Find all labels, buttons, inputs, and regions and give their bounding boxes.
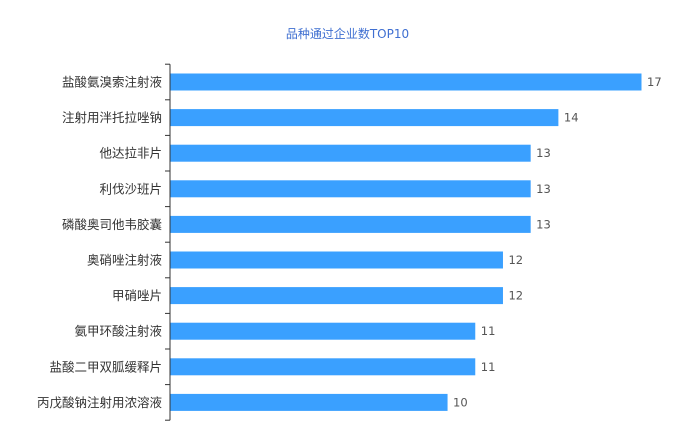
bar[interactable] xyxy=(170,322,476,340)
category-label: 盐酸二甲双胍缓释片 xyxy=(49,359,162,374)
category-label: 他达拉非片 xyxy=(99,146,162,161)
bar[interactable] xyxy=(170,144,531,162)
value-label: 17 xyxy=(647,75,662,89)
bar[interactable] xyxy=(170,393,448,411)
value-label: 12 xyxy=(508,253,523,267)
category-label: 奥硝唑注射液 xyxy=(87,253,163,268)
category-label: 丙戊酸钠注射用浓溶液 xyxy=(37,395,163,410)
bar[interactable] xyxy=(170,73,642,91)
value-label: 13 xyxy=(536,146,551,160)
bar[interactable] xyxy=(170,109,559,127)
bar[interactable] xyxy=(170,287,503,305)
value-label: 12 xyxy=(508,289,523,303)
category-label: 注射用泮托拉唑钠 xyxy=(62,110,162,125)
category-label: 甲硝唑片 xyxy=(112,288,162,303)
chart-title: 品种通过企业数TOP10 xyxy=(285,27,410,41)
value-label: 10 xyxy=(453,395,468,409)
bar[interactable] xyxy=(170,215,531,233)
value-label: 11 xyxy=(481,360,496,374)
bar[interactable] xyxy=(170,358,476,376)
value-label: 11 xyxy=(481,324,496,338)
value-label: 14 xyxy=(564,111,579,125)
value-label: 13 xyxy=(536,217,551,231)
value-label: 13 xyxy=(536,182,551,196)
category-label: 磷酸奥司他韦胶囊 xyxy=(62,217,162,232)
bar[interactable] xyxy=(170,180,531,198)
category-label: 利伐沙班片 xyxy=(99,181,162,196)
category-label: 氨甲环酸注射液 xyxy=(74,324,162,339)
bar[interactable] xyxy=(170,251,503,269)
category-label: 盐酸氨溴索注射液 xyxy=(62,75,163,90)
